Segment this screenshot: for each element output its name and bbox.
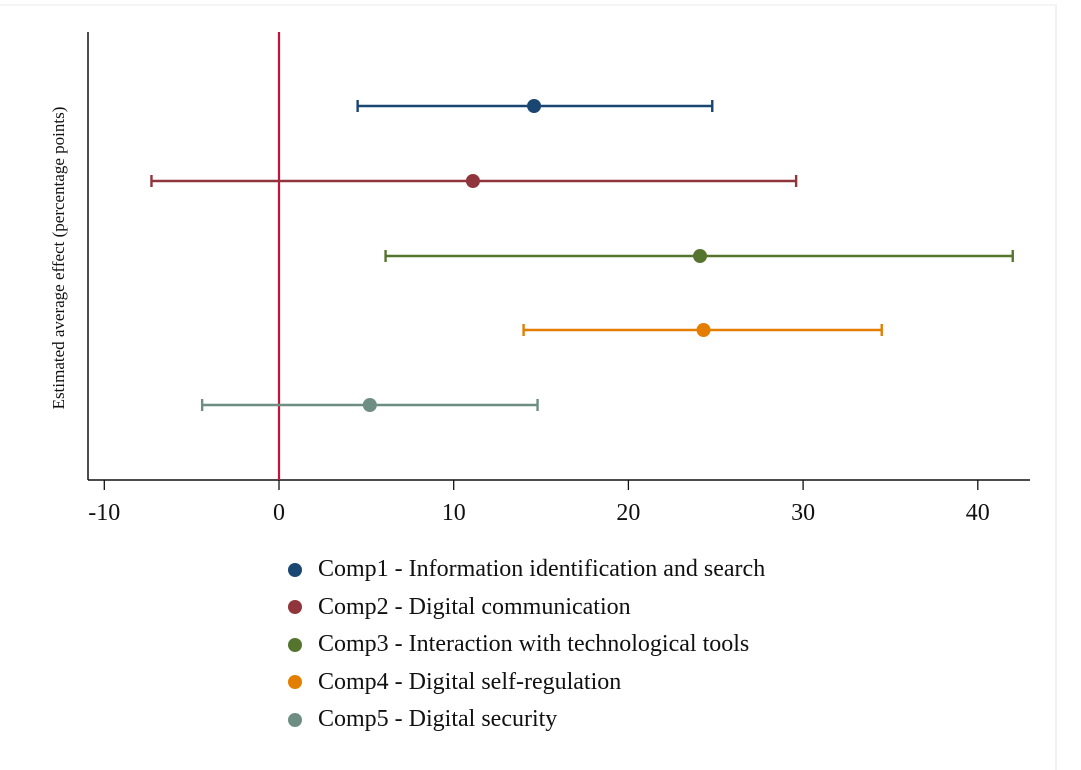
legend-label: Comp4 - Digital self-regulation [318, 668, 622, 695]
ci-series-comp3 [384, 249, 1014, 263]
point-estimate-marker [527, 99, 542, 113]
legend: Comp1 - Information identification and s… [288, 551, 765, 739]
point-estimate-marker [696, 323, 711, 337]
ci-series-comp1 [356, 99, 714, 113]
x-tick-label: 0 [273, 500, 285, 526]
x-tick-label: 40 [966, 500, 990, 526]
point-estimate-marker [465, 174, 480, 188]
legend-label: Comp1 - Information identification and s… [318, 556, 766, 583]
legend-label: Comp2 - Digital communication [318, 593, 631, 620]
x-tick-label: 10 [442, 500, 466, 526]
legend-item-comp1: Comp1 - Information identification and s… [288, 551, 765, 589]
ci-series-comp2 [150, 174, 798, 188]
figure-frame [0, 4, 1057, 770]
legend-item-comp5: Comp5 - Digital security [288, 701, 765, 739]
x-tick-label: 20 [616, 500, 640, 526]
legend-item-comp2: Comp2 - Digital communication [288, 589, 765, 627]
y-axis-label: Estimated average effect (percentage poi… [49, 107, 68, 410]
ci-series-comp5 [200, 398, 539, 412]
x-tick-label: -10 [88, 500, 120, 526]
legend-marker-icon [288, 600, 302, 615]
legend-marker-icon [288, 637, 302, 652]
legend-item-comp3: Comp3 - Interaction with technological t… [288, 626, 765, 664]
legend-marker-icon [288, 675, 302, 690]
point-estimate-marker [362, 398, 377, 412]
legend-item-comp4: Comp4 - Digital self-regulation [288, 664, 765, 702]
series-group [150, 99, 1014, 412]
legend-marker-icon [288, 712, 302, 727]
legend-label: Comp5 - Digital security [318, 706, 558, 733]
x-tick-label: 30 [791, 500, 815, 526]
legend-marker-icon [288, 562, 302, 577]
legend-label: Comp3 - Interaction with technological t… [318, 631, 750, 658]
x-axis-ticks: -10 0 10 20 30 40 [88, 480, 990, 526]
point-estimate-marker [693, 249, 708, 263]
ci-series-comp4 [522, 323, 883, 337]
